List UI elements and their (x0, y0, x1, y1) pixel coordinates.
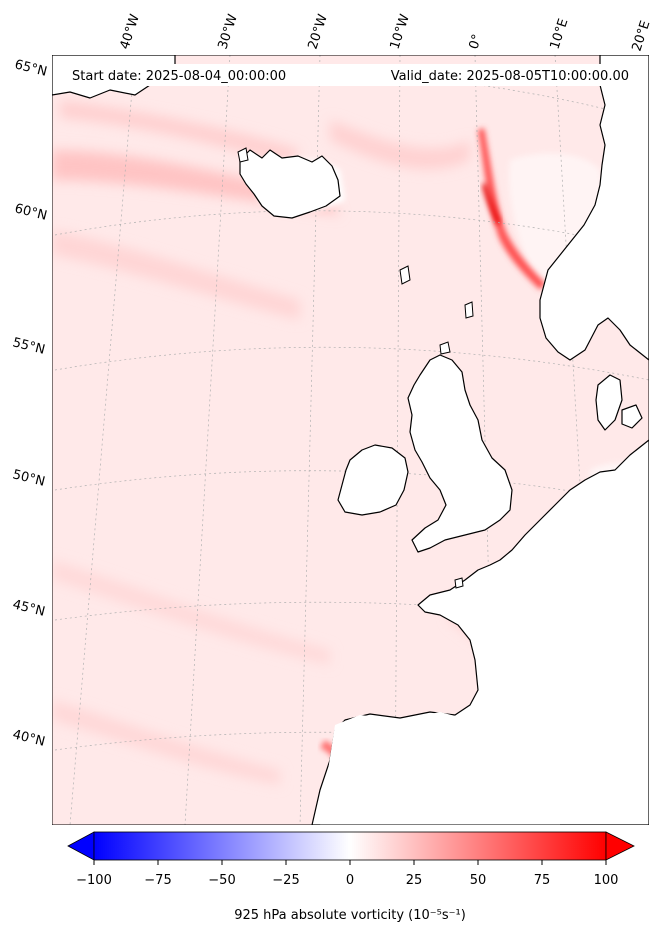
lat-label-50n: 50°N (11, 467, 46, 489)
great-britain-coast (407, 354, 513, 553)
lon-label-0: 0° (467, 33, 486, 52)
denmark-coast (595, 374, 623, 431)
colorbar-tick-label: −50 (208, 873, 235, 888)
colorbar-tick-label: −75 (144, 873, 171, 888)
colorbar-label: 925 hPa absolute vorticity (10⁻⁵s⁻¹) (234, 908, 466, 923)
iberia-coast (320, 712, 560, 825)
colorbar-tick-label: 0 (346, 873, 354, 888)
lat-label-60n: 60°N (13, 201, 48, 223)
ireland-coast (337, 444, 409, 516)
lon-label-30w: 30°W (216, 12, 241, 51)
iceland-coast (239, 149, 341, 219)
scandinavia-coast (539, 55, 649, 361)
colorbar-tick-label: 50 (470, 873, 487, 888)
colorbar-tick-label: 75 (534, 873, 551, 888)
header-banner (66, 64, 636, 86)
valid-date-label: Valid_date: 2025-08-05T10:00:00.00 (391, 69, 629, 84)
colorbar-extend-right (605, 831, 635, 861)
latitude-labels: 65°N 60°N 55°N 50°N 45°N 40°N (11, 57, 48, 749)
colorbar-tick-label: −100 (76, 873, 112, 888)
colorbar-ticks: −100 −75 −50 −25 0 25 50 75 100 (76, 860, 618, 888)
colorbar-tick-label: −25 (272, 873, 299, 888)
lon-label-10e: 10°E (548, 17, 572, 51)
lon-label-40w: 40°W (118, 12, 143, 51)
lat-label-45n: 45°N (11, 597, 46, 619)
lon-label-10w: 10°W (388, 12, 413, 51)
map-panel (52, 55, 649, 825)
colorbar: −100 −75 −50 −25 0 25 50 75 100 925 hPa absolute… (67, 831, 635, 923)
colorbar-body (93, 831, 607, 861)
colorbar-tick-label: 25 (406, 873, 423, 888)
longitude-labels: 40°W 30°W 20°W 10°W 0° 10°E 20°E (118, 12, 654, 53)
lon-label-20e: 20°E (630, 19, 654, 53)
lat-label-65n: 65°N (13, 57, 48, 79)
lat-label-40n: 40°N (11, 727, 46, 749)
lat-label-55n: 55°N (11, 335, 46, 357)
start-date-label: Start date: 2025-08-04_00:00:00 (72, 69, 286, 84)
lon-label-20w: 20°W (306, 12, 331, 51)
colorbar-extend-left (67, 831, 95, 861)
colorbar-tick-label: 100 (594, 873, 619, 888)
